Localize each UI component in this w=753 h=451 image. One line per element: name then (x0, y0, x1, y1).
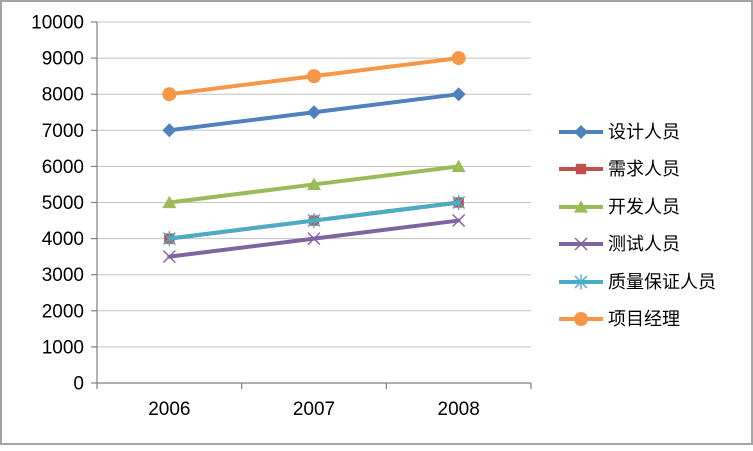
series-3 (162, 214, 466, 264)
x-marker (452, 214, 466, 228)
series-root (162, 51, 466, 264)
diamond-marker (574, 124, 588, 139)
legend-swatch-circle-icon (559, 312, 603, 327)
legend-label: 需求人员 (608, 159, 680, 180)
asterisk-marker (162, 231, 176, 247)
y-axis-tick-label: 7000 (42, 121, 84, 142)
legend: 设计人员需求人员开发人员测试人员质量保证人员 项目经理 (558, 113, 716, 338)
asterisk-marker (307, 213, 321, 229)
legend-swatch-square-icon (559, 164, 603, 175)
legend-item: 需求人员 (558, 151, 716, 189)
circle-marker (307, 69, 321, 84)
legend-item: 开发人员 (558, 188, 716, 226)
triangle-marker (307, 177, 321, 191)
x-axis-tick-label: 2006 (148, 399, 190, 420)
diamond-marker (451, 87, 466, 102)
y-axis-labels: 0 1000 2000 3000 4000 5000 6000 7000 8000 9000 100… (31, 13, 84, 395)
axes (91, 21, 532, 389)
legend-item: 项目经理 (558, 301, 716, 339)
circle-marker (451, 51, 466, 66)
triangle-marker (451, 159, 466, 172)
triangle-marker (162, 195, 177, 209)
legend-swatch-x-icon (559, 237, 603, 251)
y-axis-tick-label: 10000 (31, 13, 84, 34)
y-axis-tick-label: 2000 (42, 301, 84, 322)
y-axis-tick-label: 3000 (42, 265, 84, 286)
x-axis-tick-label: 2008 (438, 399, 480, 420)
y-axis-tick-label: 9000 (42, 49, 84, 70)
y-axis-tick-label: 6000 (42, 157, 84, 178)
legend-item: 质量保证人员 (558, 263, 716, 301)
series-5 (162, 51, 466, 102)
legend-label: 项目经理 (608, 309, 680, 330)
y-axis-tick-label: 1000 (42, 337, 84, 358)
y-axis-tick-label: 5000 (42, 193, 84, 214)
triangle-marker (574, 199, 588, 213)
x-axis-labels: 2006 2007 2008 (148, 399, 480, 420)
series-4 (162, 195, 466, 247)
x-marker (574, 237, 588, 251)
diamond-marker (307, 105, 321, 120)
legend-item: 设计人员 (558, 113, 716, 151)
legend-swatch-triangle-icon (559, 199, 603, 213)
asterisk-marker (452, 195, 466, 210)
series-0 (162, 87, 466, 138)
legend-swatch-asterisk-icon (559, 274, 603, 290)
y-axis-tick-label: 8000 (42, 85, 84, 106)
legend-label: 开发人员 (608, 196, 680, 217)
legend-swatch-diamond-icon (559, 124, 603, 139)
legend-label: 质量保证人员 (608, 271, 716, 292)
circle-marker (574, 312, 588, 327)
legend-item: 测试人员 (558, 226, 716, 264)
y-axis-tick-label: 0 (73, 374, 84, 395)
x-axis-tick-label: 2007 (293, 399, 335, 420)
asterisk-marker (574, 274, 588, 290)
diamond-marker (162, 123, 177, 138)
y-axis-tick-label: 4000 (42, 229, 84, 250)
legend-label: 设计人员 (608, 121, 680, 142)
square-marker (575, 164, 587, 175)
x-marker (162, 250, 176, 264)
circle-marker (162, 87, 177, 102)
legend-label: 测试人员 (608, 234, 680, 255)
series-2 (162, 159, 466, 209)
x-marker (307, 232, 321, 246)
